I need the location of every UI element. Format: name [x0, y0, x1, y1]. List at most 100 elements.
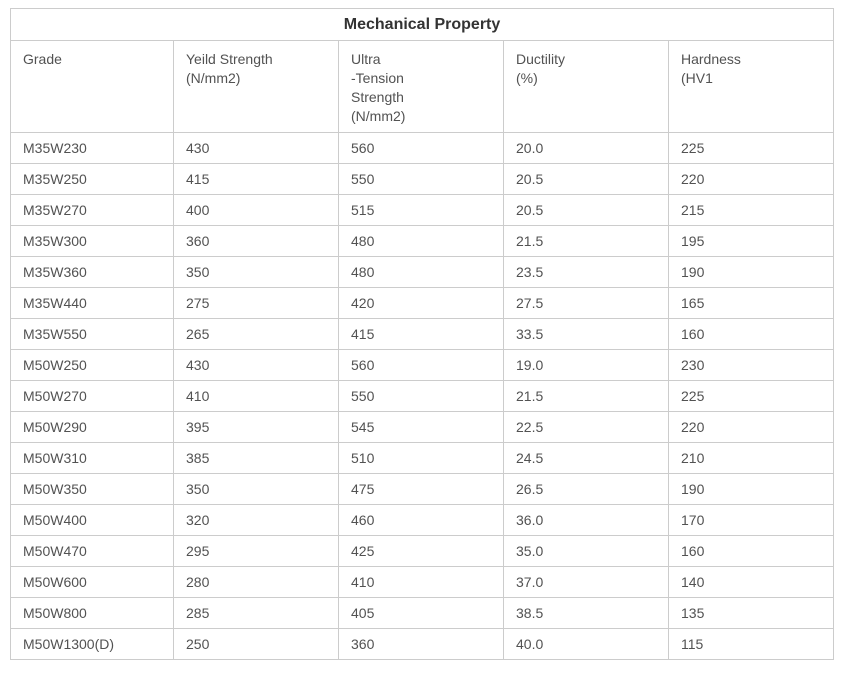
- hardness-cell: 190: [667, 473, 835, 505]
- hardness-cell: 195: [667, 225, 835, 257]
- table-row: M50W350 350 475 26.5 190: [10, 473, 835, 505]
- ultra-tension-strength-cell: 550: [338, 163, 504, 195]
- yield-strength-cell: 350: [173, 256, 339, 288]
- grade-cell: M50W350: [10, 473, 174, 505]
- grade-cell: M35W300: [10, 225, 174, 257]
- table-row: M50W1300(D) 250 360 40.0 115: [10, 628, 835, 660]
- grade-cell: M35W250: [10, 163, 174, 195]
- column-header-yield-strength: Yeild Strength (N/mm2): [173, 40, 339, 133]
- ductility-cell: 37.0: [503, 566, 669, 598]
- table-row: M50W600 280 410 37.0 140: [10, 566, 835, 598]
- grade-cell: M35W360: [10, 256, 174, 288]
- ultra-tension-strength-cell: 560: [338, 132, 504, 164]
- hardness-cell: 230: [667, 349, 835, 381]
- column-header-ductility: Ductility (%): [503, 40, 669, 133]
- hardness-cell: 135: [667, 597, 835, 629]
- mechanical-property-table: Mechanical Property Grade Yeild Strength …: [9, 8, 835, 660]
- yield-strength-cell: 400: [173, 194, 339, 226]
- hardness-cell: 215: [667, 194, 835, 226]
- column-header-ultra-tension-strength: Ultra -Tension Strength (N/mm2): [338, 40, 504, 133]
- table-row: M35W440 275 420 27.5 165: [10, 287, 835, 319]
- ultra-tension-strength-cell: 410: [338, 566, 504, 598]
- table-row: M35W550 265 415 33.5 160: [10, 318, 835, 350]
- ultra-tension-strength-cell: 545: [338, 411, 504, 443]
- ultra-tension-strength-cell: 550: [338, 380, 504, 412]
- ductility-cell: 35.0: [503, 535, 669, 567]
- ductility-cell: 24.5: [503, 442, 669, 474]
- grade-cell: M50W270: [10, 380, 174, 412]
- yield-strength-cell: 350: [173, 473, 339, 505]
- ductility-cell: 21.5: [503, 225, 669, 257]
- table-row: M50W250 430 560 19.0 230: [10, 349, 835, 381]
- table-row: M35W230 430 560 20.0 225: [10, 132, 835, 164]
- grade-cell: M35W230: [10, 132, 174, 164]
- table-row: M50W290 395 545 22.5 220: [10, 411, 835, 443]
- ductility-cell: 22.5: [503, 411, 669, 443]
- hardness-cell: 160: [667, 535, 835, 567]
- grade-cell: M50W400: [10, 504, 174, 536]
- table-title: Mechanical Property: [9, 8, 835, 41]
- ultra-tension-strength-cell: 460: [338, 504, 504, 536]
- grade-cell: M50W1300(D): [10, 628, 174, 660]
- hardness-cell: 225: [667, 380, 835, 412]
- ultra-tension-strength-cell: 475: [338, 473, 504, 505]
- title-row: Mechanical Property: [9, 8, 835, 41]
- ultra-tension-strength-cell: 480: [338, 225, 504, 257]
- yield-strength-cell: 275: [173, 287, 339, 319]
- hardness-cell: 190: [667, 256, 835, 288]
- ductility-cell: 20.5: [503, 163, 669, 195]
- hardness-cell: 165: [667, 287, 835, 319]
- yield-strength-cell: 430: [173, 349, 339, 381]
- yield-strength-cell: 385: [173, 442, 339, 474]
- yield-strength-cell: 280: [173, 566, 339, 598]
- hardness-cell: 210: [667, 442, 835, 474]
- ductility-cell: 36.0: [503, 504, 669, 536]
- yield-strength-cell: 395: [173, 411, 339, 443]
- grade-cell: M35W270: [10, 194, 174, 226]
- table-row: M50W400 320 460 36.0 170: [10, 504, 835, 536]
- yield-strength-cell: 295: [173, 535, 339, 567]
- ultra-tension-strength-cell: 480: [338, 256, 504, 288]
- ductility-cell: 20.5: [503, 194, 669, 226]
- hardness-cell: 220: [667, 411, 835, 443]
- yield-strength-cell: 265: [173, 318, 339, 350]
- yield-strength-cell: 415: [173, 163, 339, 195]
- ultra-tension-strength-cell: 415: [338, 318, 504, 350]
- ductility-cell: 27.5: [503, 287, 669, 319]
- hardness-cell: 225: [667, 132, 835, 164]
- ductility-cell: 38.5: [503, 597, 669, 629]
- ultra-tension-strength-cell: 560: [338, 349, 504, 381]
- ductility-cell: 21.5: [503, 380, 669, 412]
- yield-strength-cell: 285: [173, 597, 339, 629]
- ductility-cell: 19.0: [503, 349, 669, 381]
- ultra-tension-strength-cell: 515: [338, 194, 504, 226]
- grade-cell: M35W550: [10, 318, 174, 350]
- grade-cell: M50W310: [10, 442, 174, 474]
- header-row: Grade Yeild Strength (N/mm2) Ultra -Tensio…: [10, 40, 835, 133]
- ultra-tension-strength-cell: 425: [338, 535, 504, 567]
- ductility-cell: 23.5: [503, 256, 669, 288]
- grade-cell: M50W800: [10, 597, 174, 629]
- table-row: M35W360 350 480 23.5 190: [10, 256, 835, 288]
- yield-strength-cell: 410: [173, 380, 339, 412]
- ultra-tension-strength-cell: 360: [338, 628, 504, 660]
- grade-cell: M50W470: [10, 535, 174, 567]
- ultra-tension-strength-cell: 405: [338, 597, 504, 629]
- yield-strength-cell: 250: [173, 628, 339, 660]
- ductility-cell: 40.0: [503, 628, 669, 660]
- table-row: M50W270 410 550 21.5 225: [10, 380, 835, 412]
- table-row: M35W300 360 480 21.5 195: [10, 225, 835, 257]
- yield-strength-cell: 320: [173, 504, 339, 536]
- mechanical-property-section: Mechanical Property Grade Yeild Strength …: [9, 8, 835, 660]
- ductility-cell: 33.5: [503, 318, 669, 350]
- ultra-tension-strength-cell: 420: [338, 287, 504, 319]
- hardness-cell: 115: [667, 628, 835, 660]
- hardness-cell: 170: [667, 504, 835, 536]
- table-row: M35W250 415 550 20.5 220: [10, 163, 835, 195]
- hardness-cell: 140: [667, 566, 835, 598]
- table-row: M50W310 385 510 24.5 210: [10, 442, 835, 474]
- grade-cell: M50W290: [10, 411, 174, 443]
- table-row: M50W800 285 405 38.5 135: [10, 597, 835, 629]
- table-row: M35W270 400 515 20.5 215: [10, 194, 835, 226]
- ductility-cell: 26.5: [503, 473, 669, 505]
